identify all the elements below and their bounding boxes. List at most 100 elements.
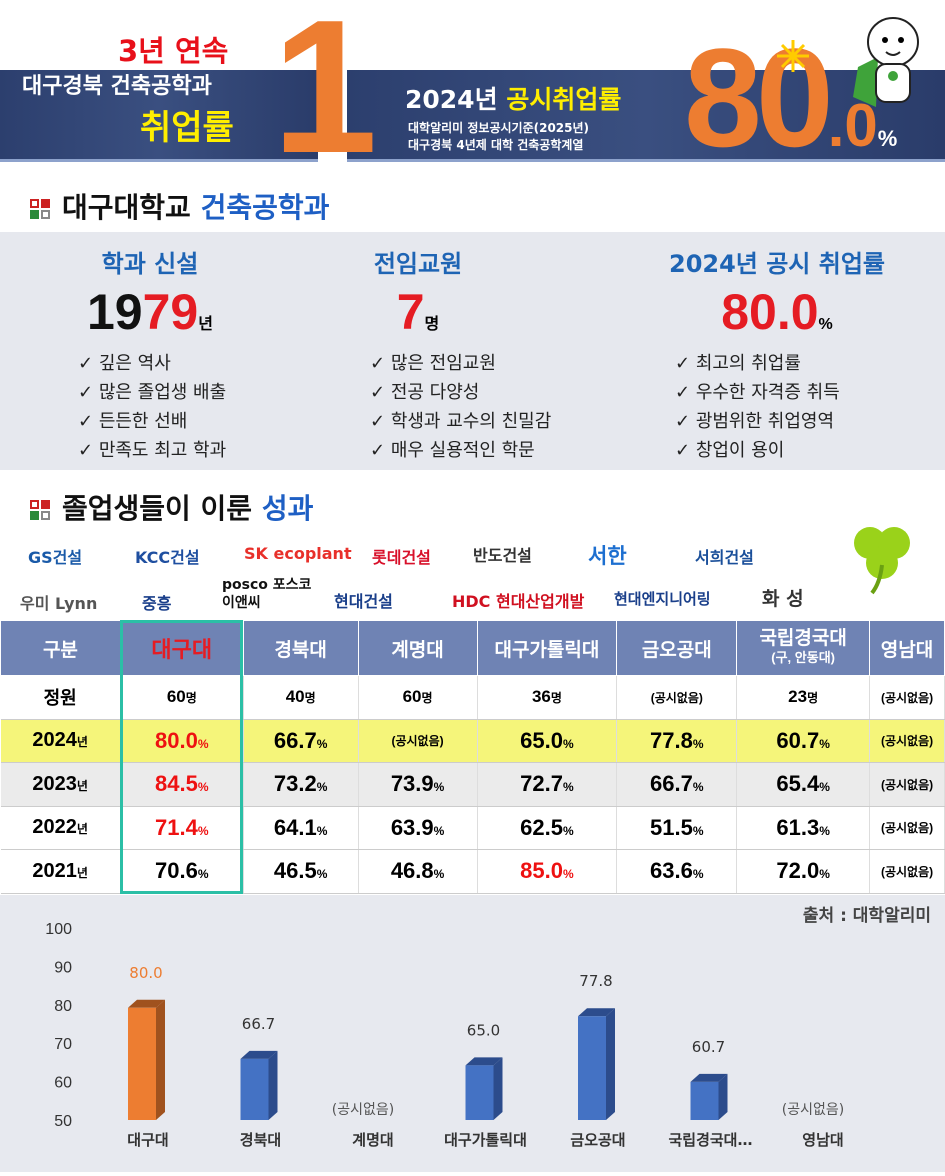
header-year-rate: 2024년 공시취업률 bbox=[405, 80, 621, 116]
stat-value-a: 19 bbox=[87, 284, 143, 340]
cell-value: 46.5 bbox=[273, 858, 317, 884]
cell-value: 77.8 bbox=[650, 727, 693, 753]
rate-label: 공시취업률 bbox=[506, 85, 622, 114]
cell-unit: 명 bbox=[421, 691, 433, 706]
stat-unit: % bbox=[818, 316, 833, 333]
bar-side bbox=[718, 1073, 728, 1120]
table-row: 2023년 84.5% 73.2% 73.9% 72.7% 66.7% 65.4% (공시없음… bbox=[0, 762, 945, 807]
cell-unit: % bbox=[316, 823, 328, 838]
rate-big-pct: % bbox=[877, 126, 898, 151]
header-cell: 대구가톨릭대 bbox=[476, 620, 618, 676]
stat-heading: 2024년 공시 취업률 bbox=[669, 250, 885, 278]
bar bbox=[578, 1016, 606, 1120]
missing-label: (공시없음) bbox=[782, 1102, 844, 1118]
header-cell: 계명대 bbox=[357, 620, 478, 676]
check-item: 깊은 역사 bbox=[78, 349, 300, 378]
cell-value: 85.0 bbox=[520, 858, 563, 884]
streak-label: 3년 연속 bbox=[118, 34, 229, 68]
check-item: 창업이 용이 bbox=[675, 436, 927, 465]
cell-value: 60.7 bbox=[776, 727, 820, 753]
cell-unit: % bbox=[316, 736, 328, 751]
logo-bando: 반도건설 bbox=[473, 546, 532, 565]
header-note1: 대학알리미 정보공시기준(2025년) bbox=[408, 121, 590, 135]
stat-employment: 2024년 공시 취업률 80.0% 최고의 취업률우수한 자격증 취득광범위한… bbox=[627, 232, 927, 465]
cell-unit: % bbox=[316, 867, 328, 882]
cell-value: (공시없음) bbox=[880, 690, 934, 705]
table-cell: 66.7% bbox=[616, 762, 738, 807]
stat-value: 7명 bbox=[268, 283, 568, 341]
cell-value: 40 bbox=[285, 687, 305, 707]
cell-value: 36 bbox=[531, 687, 551, 707]
cell-unit: % bbox=[819, 867, 830, 882]
dept-title-b: 건축공학과 bbox=[200, 191, 330, 224]
rank-number: 1 bbox=[272, 0, 378, 193]
row-label-text: 2021 bbox=[32, 859, 77, 882]
row-label-text: 2024 bbox=[32, 729, 77, 752]
header-left-line1: 대구경북 건축공학과 bbox=[22, 74, 212, 99]
cell-unit: % bbox=[316, 780, 328, 795]
bar bbox=[690, 1081, 719, 1120]
table-cell: 73.2% bbox=[243, 762, 359, 807]
cell-value: 51.5 bbox=[650, 814, 693, 840]
year-suffix: 년 bbox=[76, 822, 88, 837]
check-list: 많은 전임교원전공 다양성학생과 교수의 친밀감매우 실용적인 학문 bbox=[370, 349, 568, 465]
cell-value: 70.6 bbox=[155, 858, 198, 884]
header-banner-left bbox=[0, 70, 318, 162]
cell-value: 71.4 bbox=[155, 814, 198, 840]
row-label: 2023년 bbox=[0, 762, 121, 807]
year-label: 2024년 bbox=[405, 85, 498, 114]
cell-unit: 명 bbox=[550, 691, 562, 706]
check-list: 최고의 취업률우수한 자격증 취득광범위한 취업영역창업이 용이 bbox=[675, 349, 927, 465]
logo-jungheung: 중흥 bbox=[142, 594, 172, 613]
y-tick-label: 90 bbox=[54, 959, 72, 976]
bar bbox=[128, 1007, 156, 1120]
row-label: 정원 bbox=[0, 675, 121, 720]
table-header-row: 구분 대구대 경북대 계명대 대구가톨릭대 금오공대 국립경국대 (구, 안동대)… bbox=[0, 620, 945, 676]
table-cell: 72.7% bbox=[477, 762, 618, 807]
table-cell: 40명 bbox=[243, 675, 359, 720]
cell-value: 72.0 bbox=[776, 858, 820, 884]
cell-unit: % bbox=[563, 823, 574, 838]
x-tick-label: 계명대 bbox=[352, 1131, 393, 1149]
logo-lotte: 롯데건설 bbox=[372, 548, 431, 567]
header-cell: 국립경국대 (구, 안동대) bbox=[736, 620, 871, 676]
cell-unit: % bbox=[563, 736, 574, 751]
table-cell: 64.1% bbox=[243, 806, 359, 850]
cell-value: (공시없음) bbox=[391, 734, 444, 749]
table-cell: 65.0% bbox=[477, 719, 618, 763]
daegu-column-highlight bbox=[120, 620, 243, 894]
table-cell: (공시없음) bbox=[616, 675, 738, 720]
stat-value-b: 80.0 bbox=[721, 284, 819, 340]
table-cell: 66.7% bbox=[243, 719, 359, 763]
header-cell: 영남대 bbox=[869, 620, 945, 676]
table-cell: 71.4% bbox=[120, 806, 244, 850]
table-cell: 46.8% bbox=[358, 849, 478, 894]
logo-seohan: 서한 bbox=[588, 544, 627, 568]
table-cell: 65.4% bbox=[736, 762, 871, 807]
employment-rate-table: 구분 대구대 경북대 계명대 대구가톨릭대 금오공대 국립경국대 (구, 안동대)… bbox=[0, 620, 945, 894]
y-tick-label: 100 bbox=[45, 921, 72, 938]
row-label: 2024년 bbox=[0, 719, 121, 763]
missing-label: (공시없음) bbox=[332, 1102, 394, 1118]
x-tick-label: 국립경국대… bbox=[668, 1131, 752, 1149]
data-label: 60.7 bbox=[692, 1038, 725, 1056]
table-cell: 73.9% bbox=[358, 762, 478, 807]
table-cell: 23명 bbox=[736, 675, 871, 720]
logo-posco: posco 포스코이앤씨 bbox=[222, 577, 312, 611]
check-item: 광범위한 취업영역 bbox=[675, 407, 927, 436]
x-tick-label: 영남대 bbox=[802, 1131, 843, 1149]
cell-unit: % bbox=[197, 780, 209, 795]
table-cell: 84.5% bbox=[120, 762, 244, 807]
bar-top bbox=[690, 1073, 728, 1082]
cell-value: (공시없음) bbox=[880, 734, 934, 749]
bar bbox=[465, 1065, 494, 1120]
cell-unit: % bbox=[819, 736, 830, 751]
table-cell: 62.5% bbox=[477, 806, 618, 850]
data-label: 77.8 bbox=[579, 972, 612, 990]
year-suffix: 년 bbox=[76, 735, 88, 750]
table-cell: (공시없음) bbox=[869, 719, 945, 763]
stat-founded: 학과 신설 1979년 깊은 역사많은 졸업생 배출든든한 선배만족도 최고 학… bbox=[0, 232, 300, 465]
table-cell: 60.7% bbox=[736, 719, 871, 763]
table-cell: 36명 bbox=[477, 675, 618, 720]
bar-side bbox=[268, 1050, 278, 1120]
